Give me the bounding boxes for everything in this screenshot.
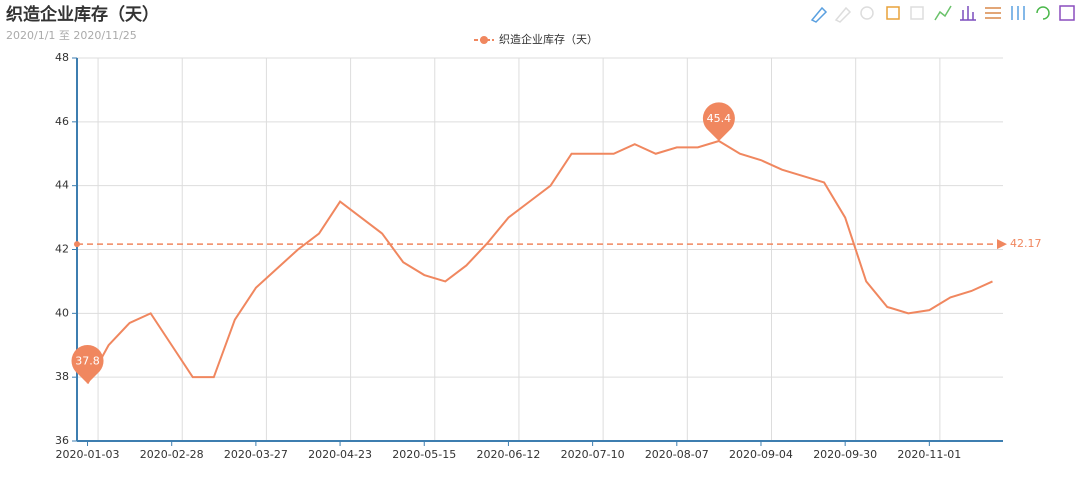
tool-stack[interactable] xyxy=(985,7,1001,19)
x-tick-label: 2020-05-15 xyxy=(392,448,456,461)
legend-label: 织造企业库存（天） xyxy=(499,32,598,46)
y-tick-label: 36 xyxy=(55,434,69,447)
mean-line-arrow xyxy=(997,239,1007,250)
chart-title: 织造企业库存（天） xyxy=(6,4,159,25)
y-tick-label: 42 xyxy=(55,243,69,256)
tool-mark-undo[interactable] xyxy=(834,6,852,23)
y-tick-label: 46 xyxy=(55,115,69,128)
tool-clear[interactable] xyxy=(860,6,874,20)
x-tick-label: 2020-03-27 xyxy=(224,448,288,461)
toolbox[interactable] xyxy=(810,5,1075,23)
tool-line[interactable] xyxy=(934,5,952,21)
x-tick-label: 2020-09-04 xyxy=(729,448,793,461)
y-tick-label: 48 xyxy=(55,51,69,64)
x-tick-label: 2020-11-01 xyxy=(897,448,961,461)
legend: 织造企业库存（天） xyxy=(474,32,598,46)
y-tick-label: 38 xyxy=(55,370,69,383)
tool-save[interactable] xyxy=(1059,5,1075,21)
pin-label: 37.8 xyxy=(75,355,100,368)
x-tick-label: 2020-01-03 xyxy=(56,448,120,461)
pin-label: 45.4 xyxy=(707,112,732,125)
tool-tiled[interactable] xyxy=(1011,6,1025,20)
x-tick-label: 2020-06-12 xyxy=(476,448,540,461)
mean-line-label: 42.17 xyxy=(1010,237,1042,250)
legend-symbol xyxy=(480,36,488,44)
x-tick-label: 2020-09-30 xyxy=(813,448,877,461)
tool-zoom[interactable] xyxy=(886,6,900,20)
series-line xyxy=(86,139,993,385)
x-tick-label: 2020-07-10 xyxy=(561,448,625,461)
x-tick-label: 2020-04-23 xyxy=(308,448,372,461)
tool-refresh[interactable] xyxy=(1036,6,1050,20)
mean-line-start xyxy=(74,241,80,248)
tool-zoom-back[interactable] xyxy=(910,6,924,20)
x-tick-label: 2020-02-28 xyxy=(140,448,204,461)
chart-subtitle: 2020/1/1 至 2020/11/25 xyxy=(6,29,137,42)
pin xyxy=(71,344,104,384)
y-tick-label: 44 xyxy=(55,179,69,192)
pin xyxy=(702,102,735,141)
x-tick-label: 2020-08-07 xyxy=(645,448,709,461)
tool-mark[interactable] xyxy=(810,6,828,23)
tool-bar[interactable] xyxy=(960,6,976,21)
y-tick-label: 40 xyxy=(55,306,69,319)
